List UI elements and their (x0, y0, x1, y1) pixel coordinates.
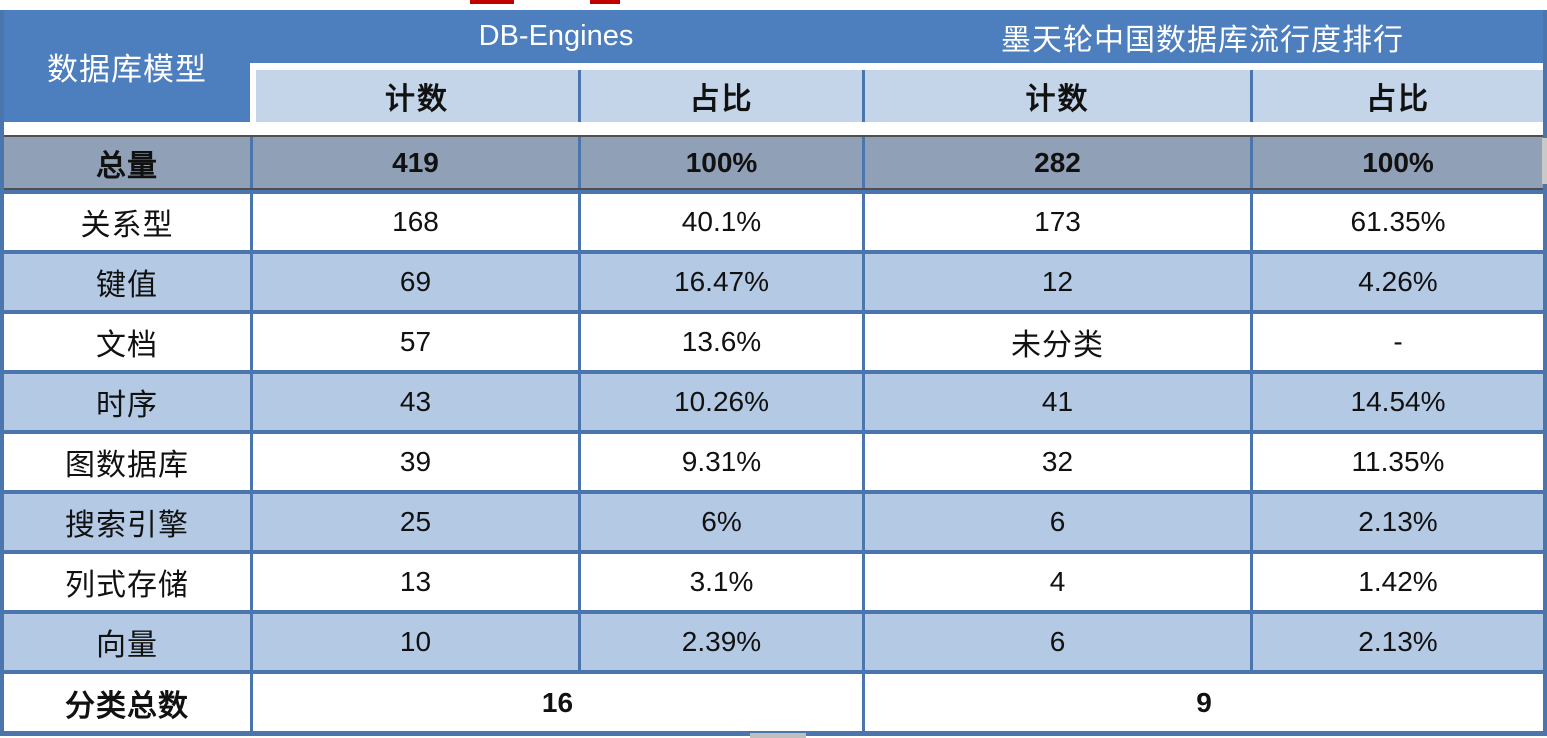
table-cell: 4 (862, 554, 1250, 610)
cropped-red-text-artifact (470, 0, 514, 4)
subheader-gap (250, 70, 256, 122)
table-cell: 168 (250, 194, 578, 250)
row-category-total: 分类总数 16 9 (4, 670, 1543, 731)
row-vector: 向量 10 2.39% 6 2.13% (4, 610, 1543, 670)
group-header-db-engines: DB-Engines (478, 20, 634, 52)
column-group-header-row: DB-Engines 墨天轮中国数据库流行度排行 (250, 10, 1543, 63)
table-cell: 2.39% (578, 614, 862, 670)
row-relational: 关系型 168 40.1% 173 61.35% (4, 190, 1543, 250)
row-keyvalue: 键值 69 16.47% 12 4.26% (4, 250, 1543, 310)
table-cell: 282 (862, 137, 1250, 188)
table-cell: 40.1% (578, 194, 862, 250)
corner-header-cell: 数据库模型 (4, 10, 250, 122)
table-cell: 12 (862, 254, 1250, 310)
table-cell: 键值 (4, 254, 250, 310)
subheader-row: 计数 占比 计数 占比 (250, 70, 1543, 122)
subheader-pct-db: 占比 (578, 70, 862, 122)
row-document: 文档 57 13.6% 未分类 - (4, 310, 1543, 370)
table-cell: 1.42% (1250, 554, 1543, 610)
table-cell: 16.47% (578, 254, 862, 310)
cropped-red-text-artifact (590, 0, 620, 4)
table-cell: 10.26% (578, 374, 862, 430)
subheader-count-db: 计数 (256, 70, 578, 122)
table-cell: 419 (250, 137, 578, 188)
table-cell: 6 (862, 614, 1250, 670)
group-header-modb: 墨天轮中国数据库流行度排行 (1001, 22, 1404, 58)
table-cell-db-engines-category-total: 16 (250, 674, 862, 731)
table-cell: 41 (862, 374, 1250, 430)
table-cell: 13 (250, 554, 578, 610)
table-cell: 图数据库 (4, 434, 250, 490)
table-cell: 100% (1250, 137, 1543, 188)
table-cell: 时序 (4, 374, 250, 430)
table-cell: 69 (250, 254, 578, 310)
table-cell: 25 (250, 494, 578, 550)
table-cell: 分类总数 (4, 674, 250, 731)
table-cell: 列式存储 (4, 554, 250, 610)
table-cell: 6% (578, 494, 862, 550)
table-cell: 61.35% (1250, 194, 1543, 250)
table-cell: 搜索引擎 (4, 494, 250, 550)
table-cell: 173 (862, 194, 1250, 250)
table-cell: 32 (862, 434, 1250, 490)
table-cell: - (1250, 314, 1543, 370)
row-columnar: 列式存储 13 3.1% 4 1.42% (4, 550, 1543, 610)
table-cell: 未分类 (862, 314, 1250, 370)
table-cell: 43 (250, 374, 578, 430)
subheader-count-modb: 计数 (862, 70, 1250, 122)
table-cell: 100% (578, 137, 862, 188)
right-edge-gray-artifact (1542, 138, 1547, 184)
table-cell: 3.1% (578, 554, 862, 610)
table-cell: 2.13% (1250, 614, 1543, 670)
table-cell: 向量 (4, 614, 250, 670)
row-total: 总量 419 100% 282 100% (4, 135, 1543, 190)
table-cell-modb-category-total: 9 (862, 674, 1543, 731)
table-header: 数据库模型 DB-Engines 墨天轮中国数据库流行度排行 计数 占比 计数 … (4, 10, 1543, 122)
row-graph: 图数据库 39 9.31% 32 11.35% (4, 430, 1543, 490)
table-cell: 39 (250, 434, 578, 490)
header-body-gap (4, 122, 1543, 135)
table-cell: 2.13% (1250, 494, 1543, 550)
table-cell: 57 (250, 314, 578, 370)
table-cell: 关系型 (4, 194, 250, 250)
table-cell: 9.31% (578, 434, 862, 490)
table-cell: 13.6% (578, 314, 862, 370)
table-cell: 10 (250, 614, 578, 670)
row-timeseries: 时序 43 10.26% 41 14.54% (4, 370, 1543, 430)
table-cell: 6 (862, 494, 1250, 550)
table-cell: 总量 (96, 148, 158, 184)
table-cell: 11.35% (1250, 434, 1543, 490)
row-search-engine: 搜索引擎 25 6% 6 2.13% (4, 490, 1543, 550)
table-cell: 4.26% (1250, 254, 1543, 310)
table-cell: 14.54% (1250, 374, 1543, 430)
bottom-edge-gray-artifact (750, 733, 806, 738)
subheader-pct-modb: 占比 (1250, 70, 1543, 122)
table-cell: 文档 (4, 314, 250, 370)
table-frame: 数据库模型 DB-Engines 墨天轮中国数据库流行度排行 计数 占比 计数 … (0, 10, 1547, 736)
